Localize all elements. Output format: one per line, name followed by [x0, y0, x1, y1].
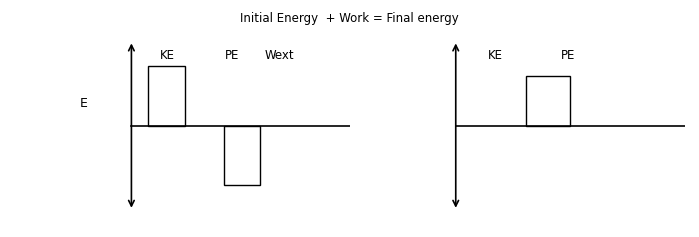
- Text: KE: KE: [160, 49, 175, 62]
- Bar: [148, 66, 185, 126]
- Bar: [526, 76, 570, 126]
- Text: PE: PE: [225, 49, 239, 62]
- Text: KE: KE: [487, 49, 503, 62]
- Bar: [224, 126, 260, 185]
- Text: Wext: Wext: [265, 49, 294, 62]
- Text: E: E: [80, 97, 88, 110]
- Text: Initial Energy  + Work = Final energy: Initial Energy + Work = Final energy: [240, 12, 459, 25]
- Text: PE: PE: [561, 49, 575, 62]
